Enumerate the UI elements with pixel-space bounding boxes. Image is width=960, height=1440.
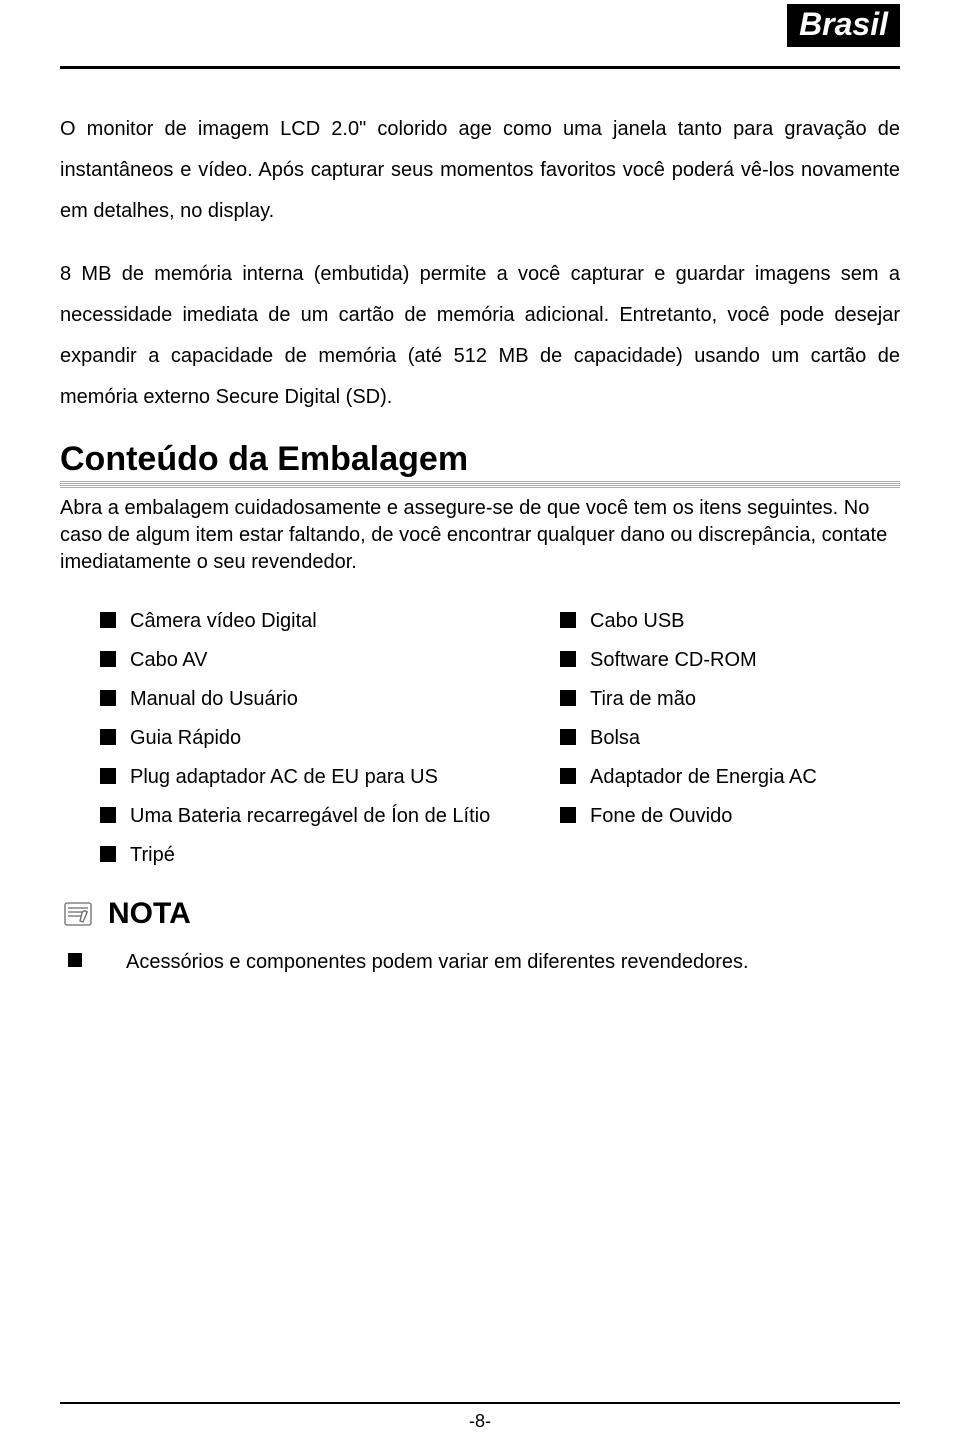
note-heading: NOTA [108, 897, 191, 931]
list-item: Fone de Ouvido [560, 797, 880, 836]
paragraph-1: O monitor de imagem LCD 2.0" colorido ag… [60, 109, 900, 232]
items-left-column: Câmera vídeo Digital Cabo AV Manual do U… [100, 602, 540, 875]
section-heading: Conteúdo da Embalagem [60, 440, 900, 479]
list-item: Tira de mão [560, 680, 880, 719]
header-divider [60, 66, 900, 69]
items-right-list: Cabo USB Software CD-ROM Tira de mão Bol… [560, 602, 880, 836]
note-list: Acessórios e componentes podem variar em… [60, 947, 900, 977]
section-intro: Abra a embalagem cuidadosamente e assegu… [60, 495, 900, 576]
items-left-list: Câmera vídeo Digital Cabo AV Manual do U… [100, 602, 540, 875]
heading-underline [60, 481, 900, 489]
note-item: Acessórios e componentes podem variar em… [68, 947, 900, 977]
list-item: Cabo AV [100, 641, 540, 680]
footer-divider [60, 1402, 900, 1404]
page-number: -8- [0, 1411, 960, 1432]
list-item: Bolsa [560, 719, 880, 758]
note-hand-icon [62, 899, 94, 929]
list-item: Tripé [100, 836, 540, 875]
list-item: Câmera vídeo Digital [100, 602, 540, 641]
list-item: Uma Bateria recarregável de Íon de Lítio [100, 797, 540, 836]
list-item: Manual do Usuário [100, 680, 540, 719]
list-item: Adaptador de Energia AC [560, 758, 880, 797]
paragraph-2: 8 MB de memória interna (embutida) permi… [60, 254, 900, 418]
note-heading-row: NOTA [62, 897, 900, 931]
items-columns: Câmera vídeo Digital Cabo AV Manual do U… [60, 602, 900, 875]
list-item: Plug adaptador AC de EU para US [100, 758, 540, 797]
country-badge: Brasil [787, 4, 900, 47]
list-item: Software CD-ROM [560, 641, 880, 680]
document-page: Brasil O monitor de imagem LCD 2.0" colo… [0, 0, 960, 1440]
items-right-column: Cabo USB Software CD-ROM Tira de mão Bol… [560, 602, 880, 875]
list-item: Cabo USB [560, 602, 880, 641]
list-item: Guia Rápido [100, 719, 540, 758]
